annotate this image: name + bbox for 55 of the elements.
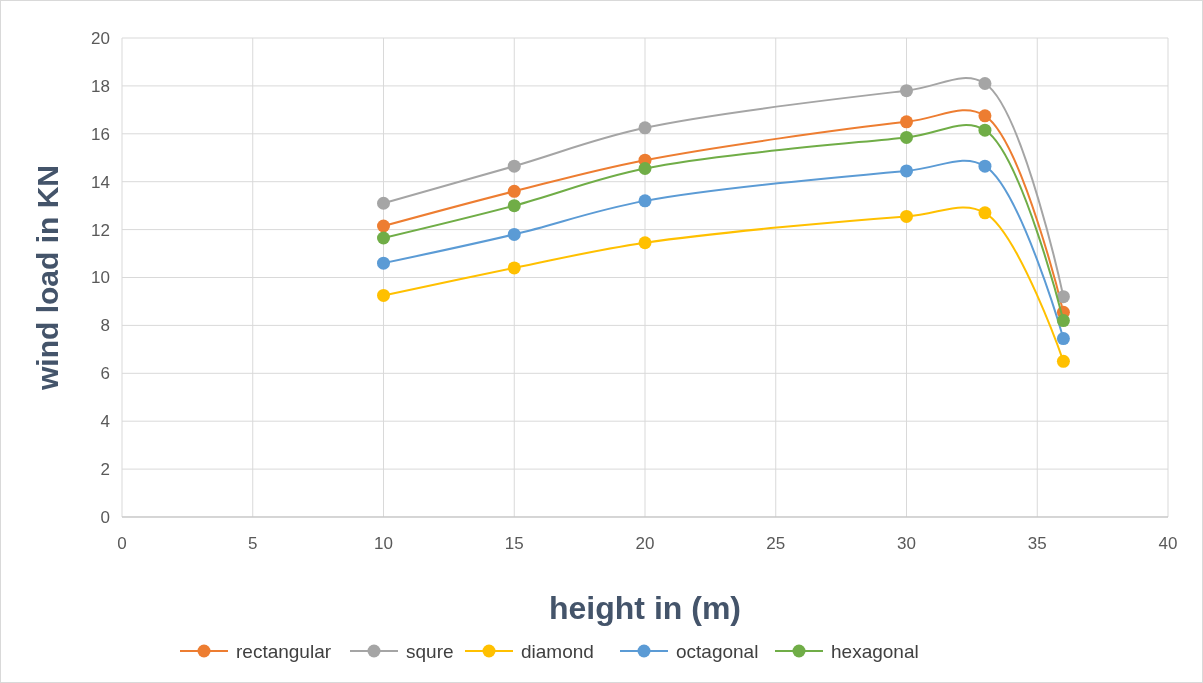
point: [978, 109, 992, 123]
point: [377, 219, 390, 233]
legend-label: octagonal: [676, 640, 759, 662]
y-tick-label: 0: [100, 507, 110, 527]
point: [377, 196, 390, 210]
point: [638, 236, 652, 250]
y-tick-label: 10: [91, 268, 110, 288]
x-tick-label: 10: [374, 534, 393, 553]
y-tick-label: 18: [91, 76, 110, 96]
x-tick-label: 40: [1158, 534, 1178, 553]
point: [900, 164, 913, 178]
point: [377, 231, 390, 245]
point: [978, 206, 992, 220]
point: [1056, 354, 1070, 368]
point: [978, 77, 992, 91]
y-tick-label: 8: [100, 316, 110, 336]
y-tick-label: 2: [100, 460, 110, 480]
y-tick-label: 4: [100, 412, 110, 432]
legend-label: rectangular: [236, 640, 332, 662]
point: [507, 199, 521, 213]
point: [900, 130, 913, 144]
point: [638, 194, 652, 208]
x-tick-label: 35: [1027, 534, 1047, 553]
point: [978, 159, 992, 173]
point: [1056, 314, 1070, 328]
point: [900, 84, 913, 98]
x-tick-label: 20: [635, 534, 655, 553]
point: [377, 256, 390, 270]
point: [507, 227, 521, 241]
point: [900, 115, 913, 129]
point: [1056, 332, 1070, 346]
point: [507, 159, 521, 173]
y-tick-label: 12: [91, 220, 110, 240]
y-tick-label: 16: [91, 124, 110, 144]
y-tick-label: 14: [91, 172, 110, 192]
x-tick-label: 15: [504, 534, 524, 553]
legend-label: hexagonal: [831, 640, 919, 662]
x-tick-label: 25: [766, 534, 786, 553]
legend-label: squre: [406, 640, 454, 662]
point: [638, 121, 652, 135]
x-tick-label: 30: [897, 534, 916, 553]
x-tick-label: 0: [117, 534, 127, 553]
y-tick-label: 20: [91, 28, 110, 48]
legend-label: diamond: [521, 640, 594, 662]
y-tick-label: 6: [100, 364, 110, 384]
point: [638, 162, 652, 176]
point: [1056, 290, 1070, 304]
point: [507, 184, 521, 198]
point: [900, 209, 913, 223]
point: [507, 261, 521, 275]
y-axis-title: wind load in KN: [31, 165, 64, 391]
point: [978, 123, 992, 137]
point: [377, 288, 390, 302]
x-axis-title: height in (m): [549, 590, 741, 626]
x-tick-label: 5: [248, 534, 258, 553]
